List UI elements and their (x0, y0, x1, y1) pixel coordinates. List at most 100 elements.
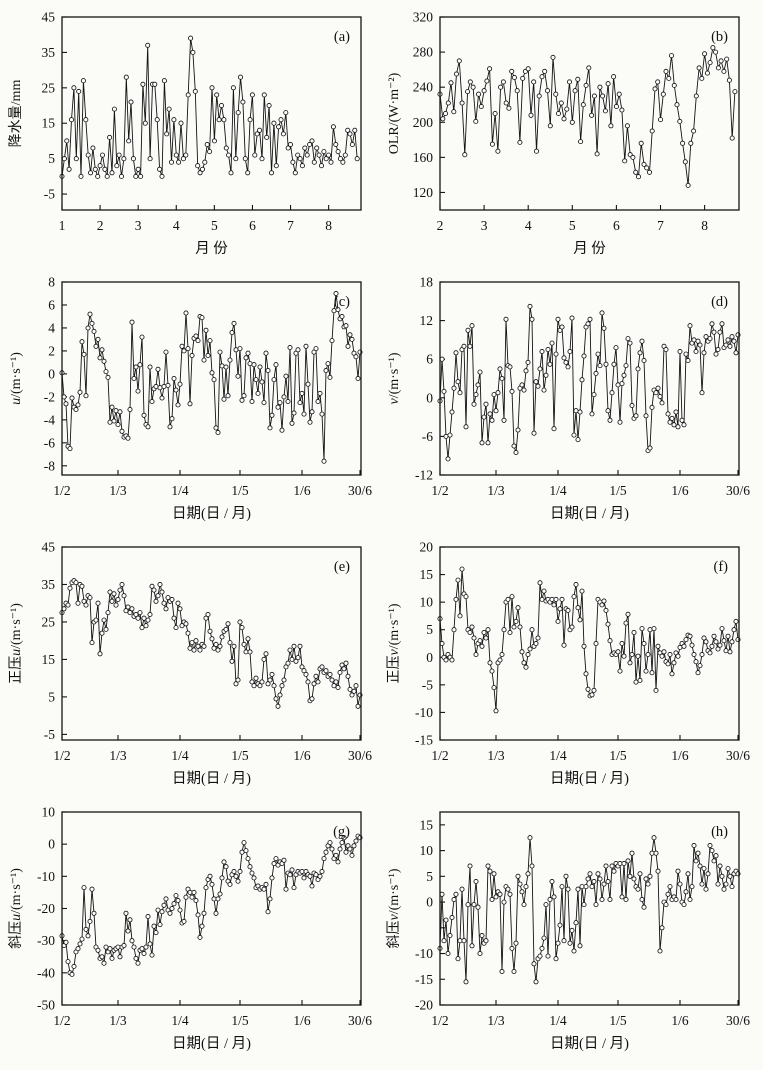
y-tick-label: 15 (42, 652, 56, 667)
y-tick-label: -20 (415, 998, 433, 1013)
y-axis-label: v/(m·s⁻¹) (387, 352, 402, 404)
x-tick-label: 30/6 (726, 483, 750, 498)
y-axis-label: 正压v/(m·s⁻¹) (387, 603, 402, 683)
y-axis-label: u/(m·s⁻¹) (9, 352, 24, 405)
x-tick-label: 1/2 (53, 483, 70, 498)
y-tick-label: -12 (415, 468, 433, 483)
y-axis-label: 斜压u/(m·s⁻¹) (8, 868, 24, 949)
y-tick-label: -15 (415, 733, 433, 748)
plot-frame (439, 811, 740, 1006)
y-tick-label: -30 (37, 933, 55, 948)
x-axis-label: 日期(日 / 月) (550, 1035, 629, 1052)
x-tick-label: 5 (569, 218, 576, 233)
panel-letter-f: (f) (714, 559, 729, 575)
x-tick-label: 1/2 (53, 748, 70, 763)
x-tick-label: 2 (97, 218, 104, 233)
y-tick-label: 5 (426, 869, 433, 884)
y-tick-label: -10 (415, 705, 433, 720)
y-tick-label: 20 (420, 540, 434, 555)
y-tick-label: 240 (413, 80, 434, 95)
x-tick-label: 1/3 (109, 1013, 127, 1028)
y-axis-label: OLR/(W·m⁻²) (387, 72, 402, 154)
x-tick-label: 1/4 (171, 748, 189, 763)
x-tick-label: 30/6 (348, 1013, 372, 1028)
x-tick-label: 1/6 (671, 748, 689, 763)
panel-letter-g: (g) (333, 824, 350, 840)
panel-letter-b: (b) (711, 29, 728, 45)
series-b (437, 45, 738, 188)
y-tick-label: -6 (422, 429, 433, 444)
x-tick-label: 1/5 (231, 1013, 249, 1028)
x-tick-label: 1/2 (53, 1013, 70, 1028)
x-tick-label: 8 (701, 218, 708, 233)
chart-e: 45 35 25 15 5 -5 1/2 1/3 1/4 1/5 1/6 30/6 (e) 日期(日 / … (9, 540, 373, 788)
y-tick-label: 4 (48, 320, 55, 335)
y-axis-label: 降水量/mm (8, 80, 24, 148)
x-tick-label: 4 (525, 218, 532, 233)
y-tick-label: -10 (37, 869, 55, 884)
x-tick-label: 1/3 (487, 1013, 505, 1028)
series-e (59, 578, 363, 709)
x-tick-label: 1/2 (431, 483, 448, 498)
y-tick-label: -40 (37, 965, 55, 980)
series-line (439, 837, 739, 982)
series-f (437, 566, 741, 714)
chart-f: 20 15 10 5 0 -5 -10 -151/2 1/3 1/4 1/5 1/6 30/6 (f) 日期… (387, 540, 750, 788)
x-tick-label: 8 (325, 218, 332, 233)
y-tick-label: 35 (42, 577, 56, 592)
y-tick-label: 0 (426, 390, 433, 405)
y-tick-label: 5 (48, 151, 55, 166)
plot-frame (61, 811, 362, 1006)
series-h (437, 835, 741, 985)
x-tick-label: 5 (211, 218, 218, 233)
y-tick-label: 200 (413, 115, 434, 130)
y-tick-label: 6 (426, 352, 433, 367)
x-axis-label: 月 份 (573, 240, 606, 257)
panel-f: 20 15 10 5 0 -5 -10 -15 1/2 1/3 1/4 1/5 1/6 30/6 (f) 日期… (378, 534, 758, 797)
y-tick-label: 280 (413, 45, 434, 60)
y-tick-label: 15 (420, 567, 434, 582)
y-tick-label: 0 (426, 895, 433, 910)
x-tick-label: 1/3 (487, 483, 505, 498)
y-tick-label: 45 (42, 540, 56, 555)
x-tick-label: 1/5 (609, 1013, 627, 1028)
chart-b: 320 280 240 200 160 120 2 3 4 5 6 7 8 (b) 月 份 OLR/(W·m⁻… (387, 10, 740, 257)
y-tick-label: 35 (42, 45, 56, 60)
x-axis-label: 日期(日 / 月) (172, 770, 251, 787)
chart-g: 10 0 -10 -20 -30 -40 -501/2 1/3 1/4 1/5 1/6 30/6 (g)… (8, 805, 372, 1053)
y-tick-label: 120 (413, 185, 434, 200)
y-tick-label: -6 (44, 435, 55, 450)
panel-letter-e: (e) (334, 559, 350, 575)
y-tick-label: 10 (420, 595, 434, 610)
y-axis-label: 正压u/(m·s⁻¹) (9, 603, 24, 684)
x-axis-label: 日期(日 / 月) (550, 505, 629, 522)
y-tick-label: 10 (420, 843, 434, 858)
x-tick-label: 6 (249, 218, 256, 233)
x-tick-label: 1/6 (671, 1013, 689, 1028)
y-axis-label: 斜压v/(m·s⁻¹) (386, 868, 402, 948)
y-tick-label: 18 (420, 275, 434, 290)
y-tick-label: 45 (42, 10, 56, 25)
y-tick-label: 8 (48, 275, 55, 290)
x-axis-label: 日期(日 / 月) (172, 1035, 251, 1052)
plot-frame (61, 16, 362, 211)
panel-letter-h: (h) (711, 824, 728, 840)
axes-e: 45 35 25 15 5 -5 1/2 1/3 1/4 1/5 1/6 30/6 (42, 540, 373, 764)
x-axis-label: 日期(日 / 月) (172, 505, 251, 522)
x-tick-label: 1/5 (609, 483, 627, 498)
y-tick-label: -4 (44, 412, 55, 427)
x-tick-label: 7 (657, 218, 664, 233)
x-tick-label: 1/2 (431, 748, 448, 763)
chart-h: 15 10 5 0 -10 -15 -201/2 1/3 1/4 1/5 1/6 30/6 (h) 日期(… (386, 811, 750, 1052)
x-tick-label: 6 (613, 218, 620, 233)
y-tick-label: 15 (42, 116, 56, 131)
x-tick-label: 30/6 (348, 748, 372, 763)
panel-e: 45 35 25 15 5 -5 1/2 1/3 1/4 1/5 1/6 30/6 (e) 日期(日 / … (0, 534, 378, 797)
plot-frame (439, 281, 740, 476)
x-axis-label: 月 份 (195, 240, 228, 257)
y-tick-label: 6 (48, 297, 55, 312)
x-tick-label: 1/5 (609, 748, 627, 763)
y-tick-label: -5 (422, 677, 433, 692)
y-tick-label: 10 (42, 805, 56, 820)
